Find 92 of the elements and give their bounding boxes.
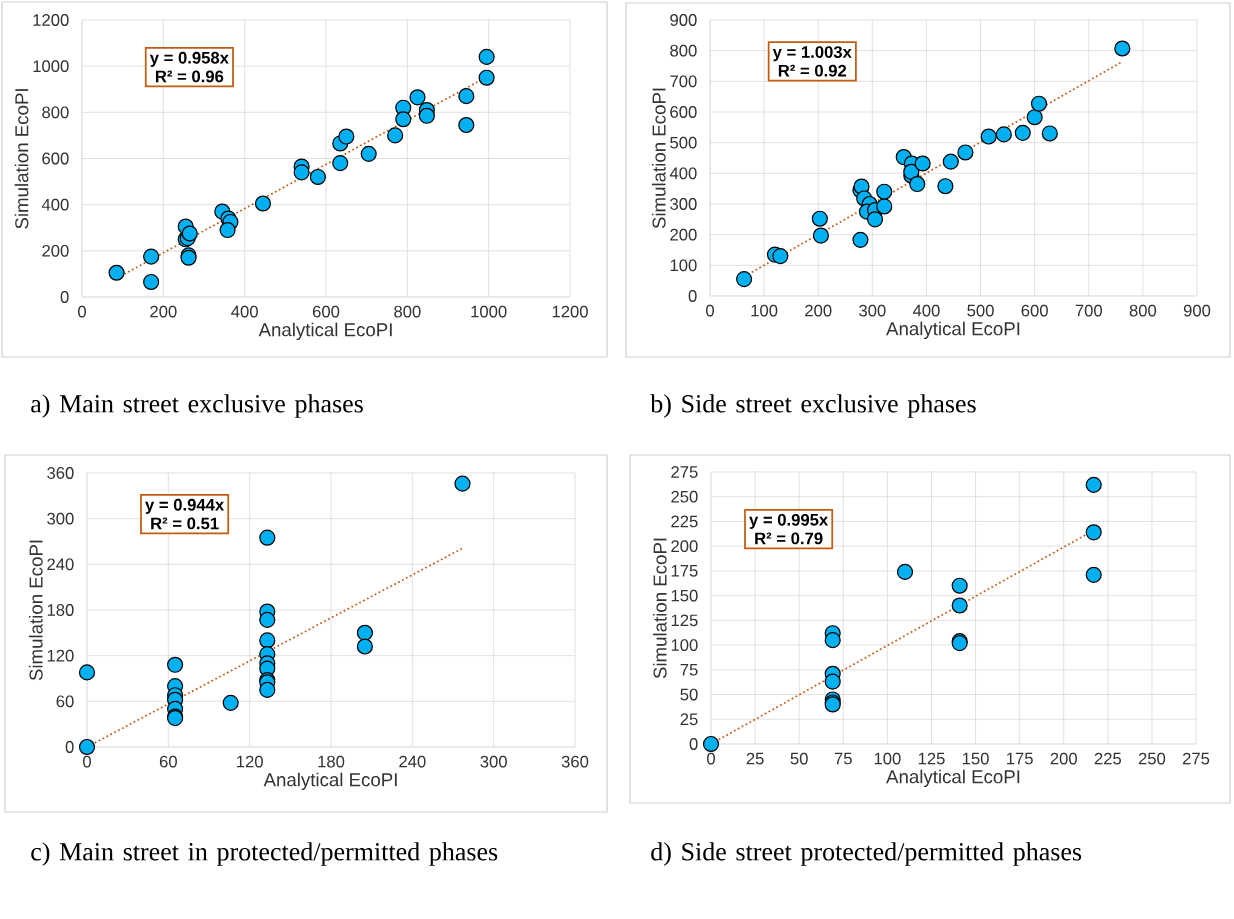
x-tick-label: 900: [1183, 304, 1211, 317]
x-tick-label: 50: [790, 752, 808, 765]
text: b) Side street exclusive phases: [650, 394, 976, 418]
x-tick-label: 360: [561, 755, 589, 768]
y-tick-label: 120: [47, 649, 74, 662]
x-tick-label: 0: [707, 752, 715, 765]
y-tick-label: 1000: [33, 60, 69, 73]
x-tick-label: 200: [1050, 752, 1077, 765]
y-tick-label: 0: [689, 738, 698, 750]
x-tick-label: 180: [318, 755, 345, 768]
y-tick-label: 300: [670, 198, 697, 210]
x-tick-label: 0: [706, 304, 714, 317]
y-tick-label: 360: [47, 467, 74, 479]
text: a) Main street exclusive phases: [31, 394, 363, 418]
y-tick-label: 0: [60, 291, 69, 303]
x-tick-label: 300: [859, 304, 886, 317]
y-tick-label: 400: [669, 167, 697, 180]
y-tick-label: 25: [680, 713, 698, 726]
x-tick-label: 800: [394, 305, 421, 318]
annotation: R² = 0.96: [155, 70, 224, 83]
x-tick-label: 100: [874, 752, 901, 765]
x-tick-label: 200: [150, 305, 177, 318]
x-tick-label: 225: [1094, 752, 1122, 765]
y-tick-label: 175: [671, 565, 698, 577]
x-tick-label: 700: [1075, 304, 1103, 317]
x-tick-label: 400: [912, 304, 940, 317]
annotation: y = 0.944x: [145, 498, 225, 514]
y-tick-label: 800: [670, 44, 697, 57]
y-tick-label: 50: [680, 688, 698, 701]
y-tick-label: 240: [47, 558, 74, 571]
x-tick-label: 250: [1138, 752, 1166, 765]
x-tick-label: 60: [159, 755, 177, 768]
y-axis-title: Simulation EcoPI: [652, 538, 667, 679]
x-tick-label: 175: [1007, 752, 1033, 765]
y-tick-label: 800: [42, 106, 69, 119]
x-axis-title: Analytical EcoPI: [886, 321, 1020, 340]
x-tick-label: 600: [312, 305, 340, 318]
x-tick-label: 1200: [552, 305, 588, 318]
y-tick-label: 300: [47, 512, 74, 525]
x-tick-label: 200: [805, 304, 832, 317]
x-tick-label: 120: [237, 755, 263, 768]
x-tick-label: 240: [399, 755, 426, 768]
y-tick-label: 225: [671, 515, 698, 528]
y-tick-label: 100: [670, 259, 697, 272]
y-tick-label: 60: [56, 695, 74, 708]
annotation: y = 1.003x: [772, 46, 852, 62]
text: d) Side street protected/permitted phases: [651, 842, 1082, 866]
x-tick-label: 800: [1129, 304, 1157, 317]
annotation: R² = 0.51: [151, 517, 219, 530]
x-tick-label: 125: [918, 752, 945, 765]
x-tick-label: 600: [1021, 304, 1048, 317]
y-tick-label: 250: [671, 490, 698, 503]
x-tick-label: 75: [834, 752, 852, 765]
y-tick-label: 150: [671, 589, 698, 602]
y-axis-title: Simulation EcoPI: [651, 88, 666, 229]
y-tick-label: 200: [42, 244, 69, 257]
y-axis-title: Simulation EcoPI: [28, 540, 43, 681]
x-tick-label: 0: [83, 755, 91, 768]
y-tick-label: 600: [670, 106, 697, 118]
x-tick-label: 500: [967, 304, 994, 317]
y-tick-label: 0: [688, 290, 697, 302]
x-tick-label: 400: [231, 305, 258, 318]
y-tick-label: 400: [41, 198, 69, 211]
y-tick-label: 700: [670, 75, 697, 88]
x-tick-label: 275: [1182, 752, 1210, 765]
x-tick-label: 1000: [471, 305, 507, 318]
y-tick-label: 200: [670, 228, 697, 241]
x-tick-label: 150: [962, 752, 989, 765]
y-tick-label: 1200: [33, 14, 69, 26]
annotation: R² = 0.79: [755, 532, 823, 545]
y-tick-label: 125: [671, 614, 698, 627]
annotation: R² = 0.92: [778, 64, 847, 77]
annotation: y = 0.958x: [149, 51, 229, 67]
x-tick-label: 25: [746, 752, 764, 765]
y-tick-label: 75: [680, 663, 698, 676]
x-axis-title: Analytical EcoPI: [258, 322, 392, 341]
annotation: y = 0.995x: [749, 513, 829, 529]
y-tick-label: 180: [47, 604, 74, 616]
y-axis-title: Simulation EcoPI: [14, 89, 29, 229]
x-axis-title: Analytical EcoPI: [886, 769, 1020, 788]
y-tick-label: 900: [670, 14, 697, 26]
y-tick-label: 200: [671, 540, 698, 553]
x-tick-label: 0: [78, 305, 86, 318]
text: c) Main street in protected/permitted phases: [31, 842, 498, 866]
x-tick-label: 100: [751, 304, 778, 317]
x-axis-title: Analytical EcoPI: [263, 772, 397, 791]
x-tick-label: 300: [480, 755, 507, 768]
y-tick-label: 600: [42, 152, 69, 165]
y-tick-label: 100: [671, 639, 698, 651]
y-tick-label: 500: [670, 136, 697, 149]
y-tick-label: 0: [65, 741, 74, 753]
y-tick-label: 275: [671, 466, 698, 478]
